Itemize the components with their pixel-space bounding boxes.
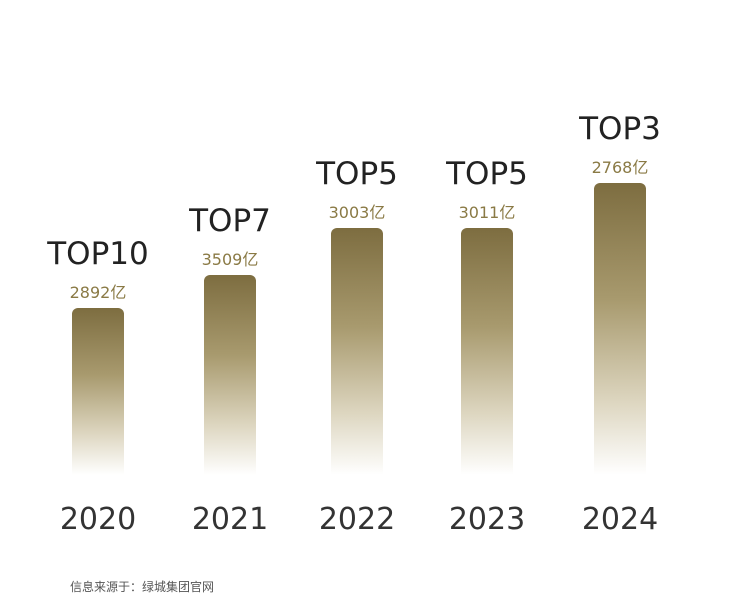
rank-label: TOP7 — [189, 203, 271, 239]
rank-label: TOP5 — [446, 156, 528, 192]
bar — [72, 308, 124, 475]
year-label: 2020 — [59, 502, 137, 537]
bar — [461, 228, 513, 475]
year-label: 2023 — [448, 502, 526, 537]
value-label: 3003亿 — [328, 203, 386, 222]
bar — [331, 228, 383, 475]
value-label: 3011亿 — [458, 203, 516, 222]
value-label: 2768亿 — [591, 158, 649, 177]
year-label: 2021 — [191, 502, 269, 537]
bar — [594, 183, 646, 475]
year-label: 2024 — [581, 502, 659, 537]
rank-label: TOP10 — [47, 236, 149, 272]
value-label: 2892亿 — [69, 283, 127, 302]
rank-label: TOP3 — [579, 111, 661, 147]
year-label: 2022 — [318, 502, 396, 537]
value-label: 3509亿 — [201, 250, 259, 269]
bar — [204, 275, 256, 475]
source-note: 信息来源于：绿城集团官网 — [70, 580, 215, 594]
rank-label: TOP5 — [316, 156, 398, 192]
